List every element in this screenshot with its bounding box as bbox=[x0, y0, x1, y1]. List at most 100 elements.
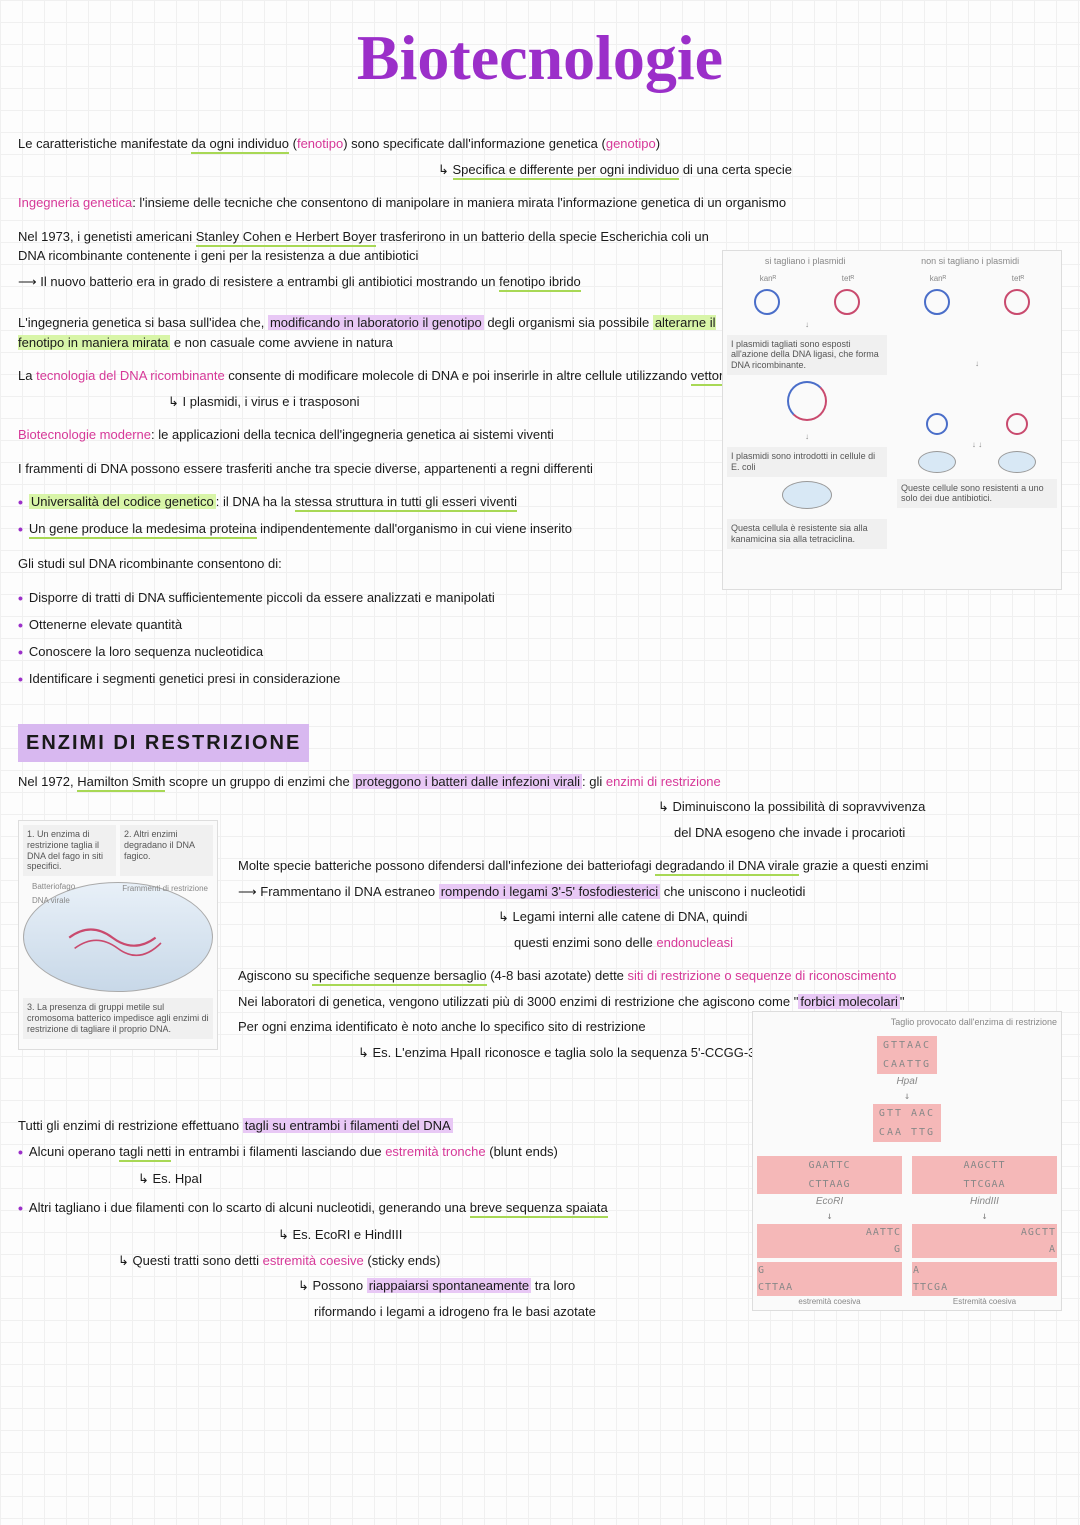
text: scopre un gruppo di enzimi che bbox=[165, 774, 353, 789]
fig-header: si tagliano i plasmidi bbox=[765, 255, 846, 269]
plasmid-icon bbox=[924, 289, 950, 315]
plasmid-merged-icon bbox=[787, 381, 827, 421]
list-studi: •Disporre di tratti di DNA sufficienteme… bbox=[18, 588, 738, 690]
text: Legami interni alle catene di DNA, quind… bbox=[513, 909, 748, 924]
ul-text: Stanley Cohen e Herbert Boyer bbox=[196, 229, 377, 247]
ul-text: degradando il DNA virale bbox=[655, 858, 799, 876]
bullet-icon: • bbox=[18, 669, 23, 690]
hl-text: modificando in laboratorio il genotipo bbox=[268, 315, 484, 330]
text: Possono bbox=[313, 1278, 367, 1293]
text: : le applicazioni della tecnica dell'ing… bbox=[151, 427, 554, 442]
seq: GTTAAC bbox=[877, 1036, 937, 1055]
seq: AAGCTT bbox=[912, 1156, 1057, 1175]
term-ingegneria: Ingegneria genetica bbox=[18, 195, 132, 210]
plasmid-icon bbox=[754, 289, 780, 315]
para-frammenti: I frammenti di DNA possono essere trasfe… bbox=[18, 459, 738, 479]
seq: CTTAA bbox=[758, 1282, 793, 1293]
hl-text: Universalità del codice genetico bbox=[29, 494, 216, 509]
seq: A bbox=[913, 1265, 920, 1276]
sub-arrow-icon: ↳ bbox=[298, 1278, 313, 1293]
term-siti: siti di restrizione o sequenze di ricono… bbox=[628, 968, 897, 983]
text: I plasmidi, i virus e i trasposoni bbox=[183, 394, 360, 409]
text: e non casuale come avviene in natura bbox=[170, 335, 393, 350]
arrow-icon: ⟶ Il nuovo batterio era in grado di resi… bbox=[18, 274, 499, 289]
text: questi enzimi sono delle bbox=[514, 935, 656, 950]
text: Es. EcoRI e HindIII bbox=[293, 1227, 403, 1242]
ul-text: tagli netti bbox=[119, 1144, 171, 1162]
bullet-icon: • bbox=[18, 492, 23, 513]
text: La bbox=[18, 368, 36, 383]
label: tetᴿ bbox=[842, 273, 855, 285]
text: : il DNA ha la bbox=[216, 494, 295, 509]
text: " bbox=[900, 994, 905, 1009]
para-ingegneria: Ingegneria genetica: l'insieme delle tec… bbox=[18, 193, 1062, 213]
text: Nel 1973, i genetisti americani bbox=[18, 229, 196, 244]
sub-arrow-icon: ↳ bbox=[658, 799, 673, 814]
term-moderne: Biotecnologie moderne bbox=[18, 427, 151, 442]
seq: TTCGAA bbox=[912, 1175, 1057, 1194]
text: degli organismi sia possibile bbox=[484, 315, 653, 330]
text: Molte specie batteriche possono difender… bbox=[238, 858, 655, 873]
para-moderne: Biotecnologie moderne: le applicazioni d… bbox=[18, 425, 738, 445]
cell-icon bbox=[998, 451, 1036, 473]
seq: A bbox=[1049, 1244, 1056, 1255]
text: che uniscono i nucleotidi bbox=[660, 884, 805, 899]
ul-text: Hamilton Smith bbox=[77, 774, 165, 792]
fig-label: Estremità coesiva bbox=[912, 1296, 1057, 1308]
bullet-icon: • bbox=[18, 642, 23, 663]
sub-arrow-icon: ↳ bbox=[498, 909, 513, 924]
ul-text: specifiche sequenze bersaglio bbox=[312, 968, 486, 986]
text: indipendentemente dall'organismo in cui … bbox=[257, 521, 572, 536]
text: grazie a questi enzimi bbox=[799, 858, 928, 873]
text: consente di modificare molecole di DNA e… bbox=[225, 368, 691, 383]
term-endonucleasi: endonucleasi bbox=[656, 935, 733, 950]
fig-caption: I plasmidi tagliati sono esposti all'azi… bbox=[727, 335, 887, 375]
enzyme-label: HpaI bbox=[757, 1074, 1057, 1089]
para-difendersi: Molte specie batteriche possono difender… bbox=[238, 856, 1062, 952]
seq: CTTAAG bbox=[757, 1175, 902, 1194]
fig-header: non si tagliano i plasmidi bbox=[921, 255, 1019, 269]
text: : gli bbox=[582, 774, 606, 789]
hl-text: riappaiarsi spontaneamente bbox=[367, 1278, 531, 1293]
text: riformando i legami a idrogeno fra le ba… bbox=[314, 1304, 596, 1319]
seq: AGCTT bbox=[1021, 1227, 1056, 1238]
seq: G bbox=[894, 1244, 901, 1255]
hl-text: forbici molecolari bbox=[798, 994, 900, 1009]
list-item: Ottenerne elevate quantità bbox=[29, 615, 182, 635]
sub-arrow-icon: ↳ bbox=[168, 394, 183, 409]
diagram-tagli-dna: Taglio provocato dall'enzima di restrizi… bbox=[752, 1011, 1062, 1311]
diagram-plasmidi: si tagliano i plasmidi non si tagliano i… bbox=[722, 250, 1062, 590]
text: Le caratteristiche manifestate bbox=[18, 136, 191, 151]
fig-caption: Questa cellula è resistente sia alla kan… bbox=[727, 519, 887, 549]
seq: AATTC bbox=[866, 1227, 901, 1238]
text: ( bbox=[289, 136, 297, 151]
ul-text: breve sequenza spaiata bbox=[470, 1200, 608, 1218]
para-tagli: Tutti gli enzimi di restrizione effettua… bbox=[18, 1116, 758, 1321]
text: : l'insieme delle tecniche che consenton… bbox=[132, 195, 786, 210]
text: Es. HpaI bbox=[153, 1171, 203, 1186]
page-title: Biotecnologie bbox=[18, 10, 1062, 106]
plasmid-icon bbox=[834, 289, 860, 315]
term-coesive: estremità coesive bbox=[263, 1253, 364, 1268]
cell-icon bbox=[782, 481, 832, 509]
fig-label: Batteriofago bbox=[32, 881, 75, 893]
term-fenotipo: fenotipo bbox=[297, 136, 343, 151]
plasmid-icon bbox=[1006, 413, 1028, 435]
text: Tutti gli enzimi di restrizione effettua… bbox=[18, 1118, 243, 1133]
fig-title: Taglio provocato dall'enzima di restrizi… bbox=[757, 1016, 1057, 1030]
text: Agiscono su bbox=[238, 968, 312, 983]
text: Nei laboratori di genetica, vengono util… bbox=[238, 994, 798, 1009]
bullet-icon: • bbox=[18, 1142, 23, 1163]
ul-text: Un gene produce la medesima proteina bbox=[29, 521, 257, 539]
seq: GAATTC bbox=[757, 1156, 902, 1175]
cell-icon bbox=[918, 451, 956, 473]
text: in entrambi i filamenti lasciando due bbox=[171, 1144, 385, 1159]
ul-text: Specifica e differente per ogni individu… bbox=[453, 162, 680, 180]
list-item: Conoscere la loro sequenza nucleotidica bbox=[29, 642, 263, 662]
text: (sticky ends) bbox=[364, 1253, 441, 1268]
ul-text: vettori bbox=[691, 368, 726, 386]
hl-text: rompendo i legami 3'-5' fosfodiesterici bbox=[439, 884, 660, 899]
text: (blunt ends) bbox=[486, 1144, 558, 1159]
seq: TTCGA bbox=[913, 1282, 948, 1293]
term-tronche: estremità tronche bbox=[385, 1144, 485, 1159]
